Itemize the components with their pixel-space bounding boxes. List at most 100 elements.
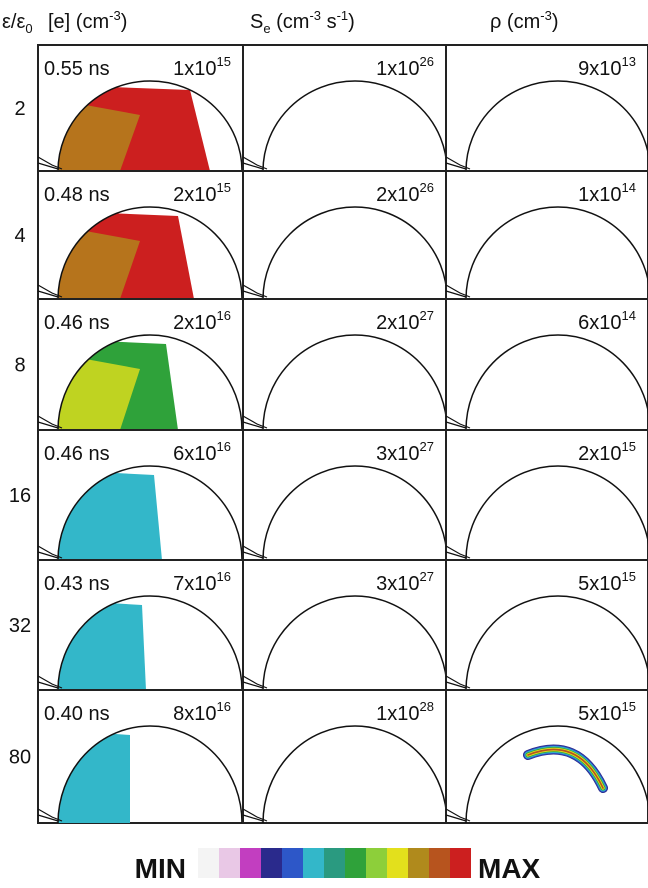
max-base: 5x10 xyxy=(578,703,621,725)
max-value: 6x1014 xyxy=(578,308,636,334)
time-label: 0.40 ns xyxy=(44,703,110,725)
electrode xyxy=(445,415,471,429)
colorbar-swatch xyxy=(450,848,471,878)
panel: 3x1027 xyxy=(242,559,448,691)
panel-content xyxy=(58,339,178,430)
colorbar-swatch xyxy=(303,848,324,878)
max-exp: 28 xyxy=(420,699,434,714)
dome xyxy=(465,334,648,431)
max-value: 2x1027 xyxy=(376,308,434,334)
dome xyxy=(465,595,648,691)
density-region xyxy=(58,100,140,171)
electrode xyxy=(445,675,471,689)
panel: 0.43 ns 7x1016 xyxy=(37,559,244,691)
header-part: ) xyxy=(121,11,128,33)
electrode xyxy=(445,545,471,559)
panel: 2x1015 xyxy=(445,429,648,561)
panel: 5x1015 xyxy=(445,559,648,691)
electrode xyxy=(242,808,268,822)
row-label: 80 xyxy=(9,747,31,769)
header-part: ) xyxy=(552,11,559,33)
colorbar-min: MIN xyxy=(135,853,186,883)
row-label: 8 xyxy=(14,355,25,377)
max-exp: 15 xyxy=(622,439,636,454)
column-header: ρ (cm-3) xyxy=(490,8,559,33)
header-part: s xyxy=(321,11,337,33)
panel: 3x1027 xyxy=(242,429,448,561)
header-part: -3 xyxy=(109,8,121,23)
max-value: 2x1015 xyxy=(578,439,636,465)
panel-frame xyxy=(242,429,447,561)
panel-content xyxy=(523,744,608,793)
header-part: (cm xyxy=(271,11,310,33)
max-base: 9x10 xyxy=(578,58,621,80)
max-value: 9x1013 xyxy=(578,54,636,80)
panel-content xyxy=(58,85,210,171)
dome xyxy=(262,595,448,691)
max-value: 8x1016 xyxy=(173,699,231,725)
time-label: 0.48 ns xyxy=(44,184,110,206)
panel-frame xyxy=(445,170,648,300)
max-base: 2x10 xyxy=(376,184,419,206)
panel-frame xyxy=(445,689,648,824)
max-base: 1x10 xyxy=(376,58,419,80)
electrode xyxy=(242,545,268,559)
max-value: 1x1014 xyxy=(578,180,636,206)
max-value: 7x1016 xyxy=(173,569,231,595)
time-label: 0.43 ns xyxy=(44,573,110,595)
max-base: 6x10 xyxy=(173,443,216,465)
max-exp: 15 xyxy=(217,180,231,195)
max-value: 6x1016 xyxy=(173,439,231,465)
panel-frame xyxy=(242,559,447,691)
max-value: 1x1026 xyxy=(376,54,434,80)
dome xyxy=(262,725,448,824)
dome xyxy=(465,725,648,824)
header-part: -3 xyxy=(309,8,321,23)
header-part: [e] (cm xyxy=(48,11,109,33)
colorbar-swatch xyxy=(282,848,303,878)
electrode xyxy=(242,156,268,170)
max-value: 2x1026 xyxy=(376,180,434,206)
density-region xyxy=(58,226,140,299)
max-base: 2x10 xyxy=(376,312,419,334)
electrode xyxy=(37,156,63,170)
dome xyxy=(262,334,448,431)
header-part: S xyxy=(250,11,263,33)
max-value: 1x1015 xyxy=(173,54,231,80)
max-exp: 26 xyxy=(420,180,434,195)
max-exp: 15 xyxy=(622,569,636,584)
electrode xyxy=(445,156,471,170)
colorbar-swatch xyxy=(408,848,429,878)
header-part: ) xyxy=(348,11,355,33)
max-base: 3x10 xyxy=(376,443,419,465)
streamer xyxy=(527,748,604,789)
colorbar-swatch xyxy=(261,848,282,878)
panel-content xyxy=(58,211,194,299)
colorbar-swatch xyxy=(324,848,345,878)
electrode xyxy=(242,284,268,298)
electrode xyxy=(37,284,63,298)
panel: 9x1013 xyxy=(445,44,648,172)
max-base: 1x10 xyxy=(578,184,621,206)
max-value: 2x1015 xyxy=(173,180,231,206)
max-base: 1x10 xyxy=(173,58,216,80)
electrode xyxy=(445,808,471,822)
max-exp: 15 xyxy=(217,54,231,69)
row-label: 32 xyxy=(9,615,31,637)
max-exp: 16 xyxy=(217,439,231,454)
colorbar-swatch xyxy=(429,848,450,878)
panel: 0.40 ns 8x1016 xyxy=(37,689,244,824)
colorbar-swatch xyxy=(366,848,387,878)
max-base: 6x10 xyxy=(578,312,621,334)
time-label: 0.46 ns xyxy=(44,312,110,334)
dome xyxy=(57,334,243,431)
panel-frame xyxy=(445,559,648,691)
panel: 5x1015 xyxy=(445,689,648,824)
max-exp: 14 xyxy=(622,180,636,195)
row-label: 2 xyxy=(14,98,25,120)
panel: 2x1026 xyxy=(242,170,448,300)
header-part: -3 xyxy=(540,8,552,23)
colorbar-swatch xyxy=(219,848,240,878)
header-part: ρ (cm xyxy=(490,11,540,33)
panel: 0.46 ns 2x1016 xyxy=(37,298,244,431)
